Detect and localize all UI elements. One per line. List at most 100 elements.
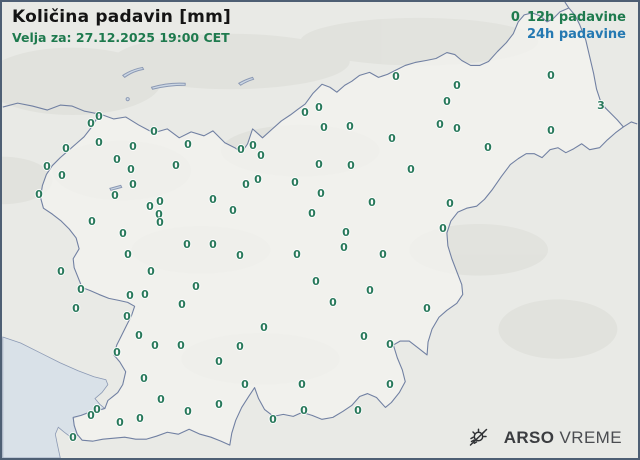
brand-vreme: VREME: [559, 428, 622, 447]
station-value: 0: [329, 295, 337, 309]
station-value: 0: [453, 78, 461, 92]
station-value: 0: [69, 430, 77, 444]
slovenia-border: [39, 7, 624, 446]
station-value: 0: [183, 237, 191, 251]
station-value: 0: [317, 186, 325, 200]
station-value: 0: [156, 194, 164, 208]
station-value: 0: [88, 214, 96, 228]
station-value: 0: [141, 287, 149, 301]
station-value: 0: [116, 415, 124, 429]
station-value: 0: [129, 177, 137, 191]
arso-vreme-logo: ARSO VREME: [466, 426, 622, 450]
station-value: 0: [215, 354, 223, 368]
station-value: 0: [113, 345, 121, 359]
station-value: 0: [43, 159, 51, 173]
station-value: 3: [597, 98, 605, 112]
station-value: 0: [386, 337, 394, 351]
station-value: 0: [436, 117, 444, 131]
brand-text: ARSO VREME: [504, 428, 622, 448]
station-value: 0: [184, 404, 192, 418]
station-value: 0: [135, 328, 143, 342]
station-value: 0: [58, 168, 66, 182]
station-value: 0: [87, 408, 95, 422]
station-value: 0: [312, 274, 320, 288]
map-legend: 0 12h padavine 24h padavine: [511, 10, 626, 42]
station-value: 0: [443, 94, 451, 108]
station-value: 0: [237, 142, 245, 156]
station-value: 0: [298, 377, 306, 391]
station-value: 0: [547, 68, 555, 82]
station-value: 0: [368, 195, 376, 209]
station-value: 0: [127, 162, 135, 176]
station-value: 0: [151, 338, 159, 352]
station-value: 0: [257, 148, 265, 162]
station-value: 0: [184, 137, 192, 151]
brand-arso: ARSO: [503, 428, 555, 447]
map-header: Količina padavin [mm] Velja za: 27.12.20…: [12, 7, 231, 45]
station-value: 0: [315, 157, 323, 171]
station-value: 0: [423, 301, 431, 315]
station-value: 0: [484, 140, 492, 154]
station-value: 0: [136, 411, 144, 425]
station-value: 0: [291, 175, 299, 189]
sun-precipitation-icon: [469, 428, 487, 446]
station-value: 0: [340, 240, 348, 254]
station-value: 0: [366, 283, 374, 297]
station-value: 0: [155, 207, 163, 221]
station-value: 0: [236, 339, 244, 353]
station-value: 0: [301, 105, 309, 119]
station-value: 0: [95, 109, 103, 123]
station-value: 0: [446, 196, 454, 210]
station-value: 0: [320, 120, 328, 134]
station-value: 0: [379, 247, 387, 261]
station-value: 0: [113, 152, 121, 166]
legend-24h-label: 24h padavine: [526, 27, 626, 42]
station-value: 0: [157, 392, 165, 406]
station-value: 0: [236, 248, 244, 262]
station-value: 0: [150, 124, 158, 138]
station-value: 0: [547, 123, 555, 137]
station-value: 0: [388, 131, 396, 145]
station-value: 0: [209, 237, 217, 251]
station-value: 0: [177, 338, 185, 352]
neighbour-borders: [2, 2, 638, 128]
station-value: 0: [124, 247, 132, 261]
station-value: 0: [156, 215, 164, 229]
map-title: Količina padavin [mm]: [12, 7, 231, 27]
station-value: 0: [95, 135, 103, 149]
station-value: 0: [453, 121, 461, 135]
station-value: 0: [123, 309, 131, 323]
station-value: 0: [111, 188, 119, 202]
station-value: 0: [347, 158, 355, 172]
map-valid-time: Velja za: 27.12.2025 19:00 CET: [12, 29, 230, 45]
station-value: 0: [439, 221, 447, 235]
station-value: 0: [360, 329, 368, 343]
station-value: 0: [172, 158, 180, 172]
legend-12h-label: 12h padavine: [526, 10, 626, 25]
station-value: 0: [242, 177, 250, 191]
station-value: 0: [87, 116, 95, 130]
station-value: 0: [62, 141, 70, 155]
station-value: 0: [269, 412, 277, 426]
station-value: 0: [346, 119, 354, 133]
station-value: 0: [249, 138, 257, 152]
station-value: 0: [57, 264, 65, 278]
lakes: [109, 66, 255, 191]
station-value: 0: [119, 226, 127, 240]
station-value: 0: [129, 139, 137, 153]
station-value: 0: [354, 403, 362, 417]
station-value: 0: [93, 402, 101, 416]
station-value: 0: [407, 162, 415, 176]
station-value: 0: [392, 69, 400, 83]
station-value: 0: [192, 279, 200, 293]
station-value: 0: [209, 192, 217, 206]
station-value: 0: [293, 247, 301, 261]
station-value: 0: [140, 371, 148, 385]
station-value: 0: [254, 172, 262, 186]
station-value: 0: [72, 301, 80, 315]
station-value: 0: [260, 320, 268, 334]
station-value: 0: [386, 377, 394, 391]
